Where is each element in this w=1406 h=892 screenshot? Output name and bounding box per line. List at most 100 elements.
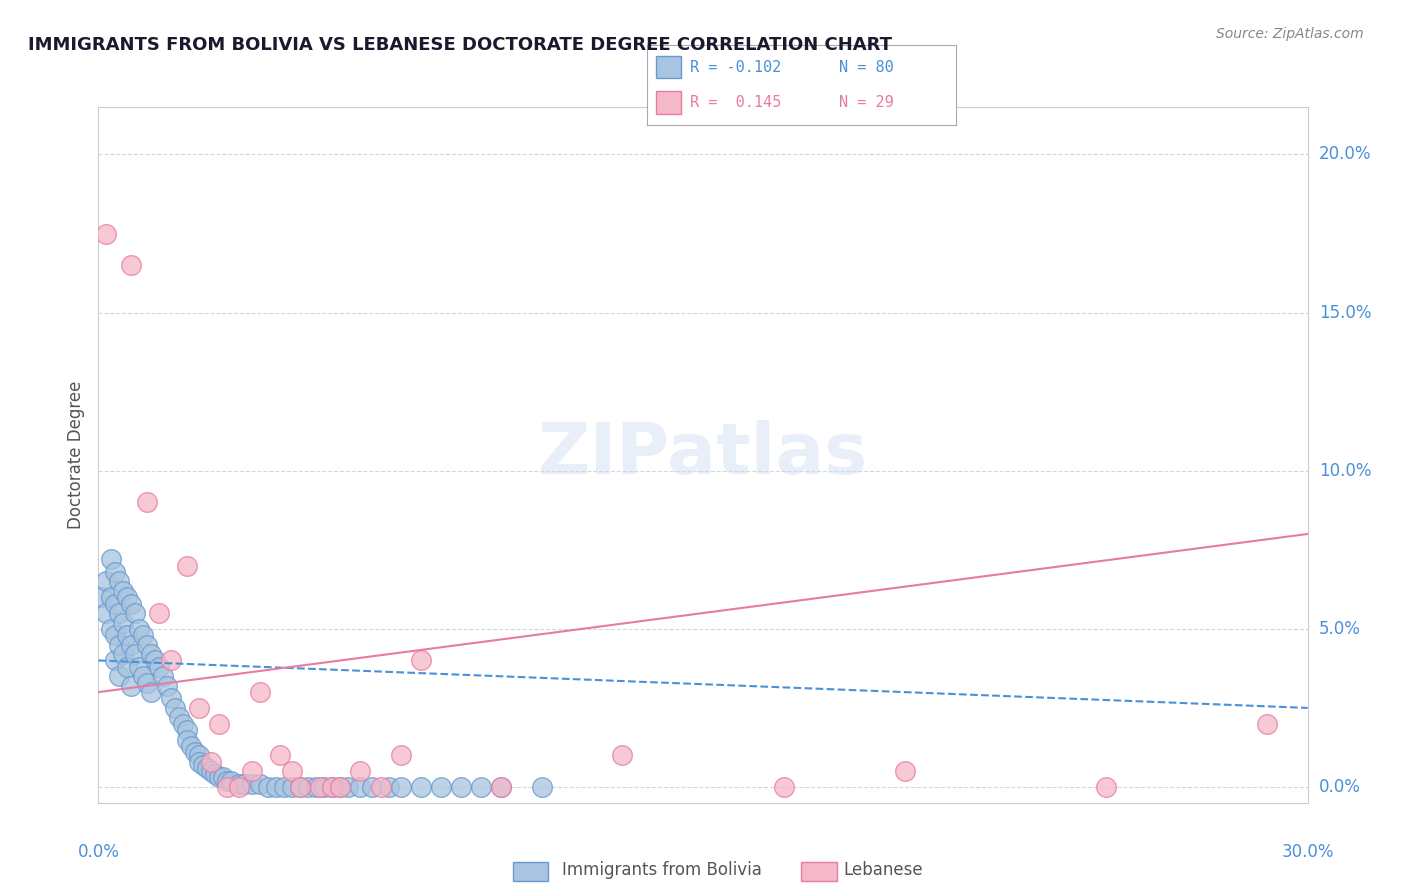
Text: 0.0%: 0.0% <box>77 843 120 861</box>
Point <box>309 780 332 794</box>
Point <box>103 565 125 579</box>
Point <box>100 552 122 566</box>
Point <box>389 748 412 763</box>
Point <box>167 710 190 724</box>
Point <box>232 777 254 791</box>
Point <box>120 597 142 611</box>
Point <box>132 628 155 642</box>
Point <box>530 780 553 794</box>
Text: 0.0%: 0.0% <box>1319 778 1361 796</box>
Point <box>264 780 287 794</box>
Point <box>107 606 129 620</box>
Point <box>409 653 432 667</box>
Point <box>195 761 218 775</box>
Point <box>349 780 371 794</box>
Text: 20.0%: 20.0% <box>1319 145 1371 163</box>
Point <box>281 780 304 794</box>
Point <box>470 780 492 794</box>
Point <box>160 691 183 706</box>
Point <box>128 660 150 674</box>
Point <box>370 780 392 794</box>
Point <box>200 764 222 779</box>
Point <box>107 638 129 652</box>
Point <box>208 771 231 785</box>
Point <box>180 739 202 753</box>
Text: R =  0.145: R = 0.145 <box>690 95 782 110</box>
Text: N = 80: N = 80 <box>838 60 893 75</box>
Point <box>124 647 146 661</box>
Point <box>115 591 138 605</box>
Point <box>612 748 634 763</box>
Text: 10.0%: 10.0% <box>1319 462 1371 480</box>
Point <box>100 622 122 636</box>
Point <box>96 574 118 589</box>
Y-axis label: Doctorate Degree: Doctorate Degree <box>66 381 84 529</box>
Point <box>772 780 794 794</box>
Point <box>1256 716 1278 731</box>
Text: R = -0.102: R = -0.102 <box>690 60 782 75</box>
Point <box>115 628 138 642</box>
Point <box>163 701 186 715</box>
Point <box>103 597 125 611</box>
Bar <box>657 91 681 113</box>
Point <box>152 669 174 683</box>
Point <box>361 780 384 794</box>
Point <box>409 780 432 794</box>
Point <box>132 669 155 683</box>
Text: IMMIGRANTS FROM BOLIVIA VS LEBANESE DOCTORATE DEGREE CORRELATION CHART: IMMIGRANTS FROM BOLIVIA VS LEBANESE DOCT… <box>28 36 893 54</box>
Point <box>321 780 343 794</box>
Point <box>329 780 352 794</box>
Point <box>111 583 134 598</box>
Point <box>389 780 412 794</box>
Point <box>135 675 157 690</box>
Point <box>450 780 472 794</box>
Point <box>297 780 319 794</box>
Text: ZIPatlas: ZIPatlas <box>538 420 868 490</box>
Point <box>156 679 179 693</box>
Point <box>111 615 134 630</box>
Point <box>148 660 170 674</box>
Point <box>176 732 198 747</box>
Point <box>893 764 915 779</box>
Point <box>288 780 311 794</box>
Point <box>249 777 271 791</box>
Point <box>143 653 166 667</box>
Point <box>188 748 211 763</box>
Point <box>120 258 142 272</box>
Point <box>160 653 183 667</box>
Point <box>172 716 194 731</box>
Point <box>228 780 250 794</box>
Point <box>208 716 231 731</box>
Point <box>96 227 118 241</box>
Point <box>491 780 513 794</box>
Point <box>288 780 311 794</box>
Point <box>135 495 157 509</box>
Point <box>256 780 278 794</box>
Point <box>176 723 198 737</box>
Point <box>329 780 352 794</box>
Point <box>135 638 157 652</box>
Point <box>148 606 170 620</box>
Text: Source: ZipAtlas.com: Source: ZipAtlas.com <box>1216 27 1364 41</box>
Point <box>188 701 211 715</box>
Point <box>139 685 162 699</box>
Point <box>176 558 198 573</box>
Point <box>240 777 263 791</box>
Point <box>1095 780 1118 794</box>
Point <box>120 638 142 652</box>
Point <box>249 685 271 699</box>
Text: Immigrants from Bolivia: Immigrants from Bolivia <box>562 861 762 879</box>
Point <box>217 780 239 794</box>
Point <box>128 622 150 636</box>
Point <box>240 764 263 779</box>
Point <box>193 757 215 772</box>
Text: 5.0%: 5.0% <box>1319 620 1361 638</box>
Point <box>91 591 114 605</box>
Point <box>377 780 399 794</box>
Point <box>188 755 211 769</box>
Point <box>107 574 129 589</box>
Text: 15.0%: 15.0% <box>1319 303 1371 322</box>
Point <box>212 771 235 785</box>
Point <box>184 745 207 759</box>
Point <box>221 773 243 788</box>
